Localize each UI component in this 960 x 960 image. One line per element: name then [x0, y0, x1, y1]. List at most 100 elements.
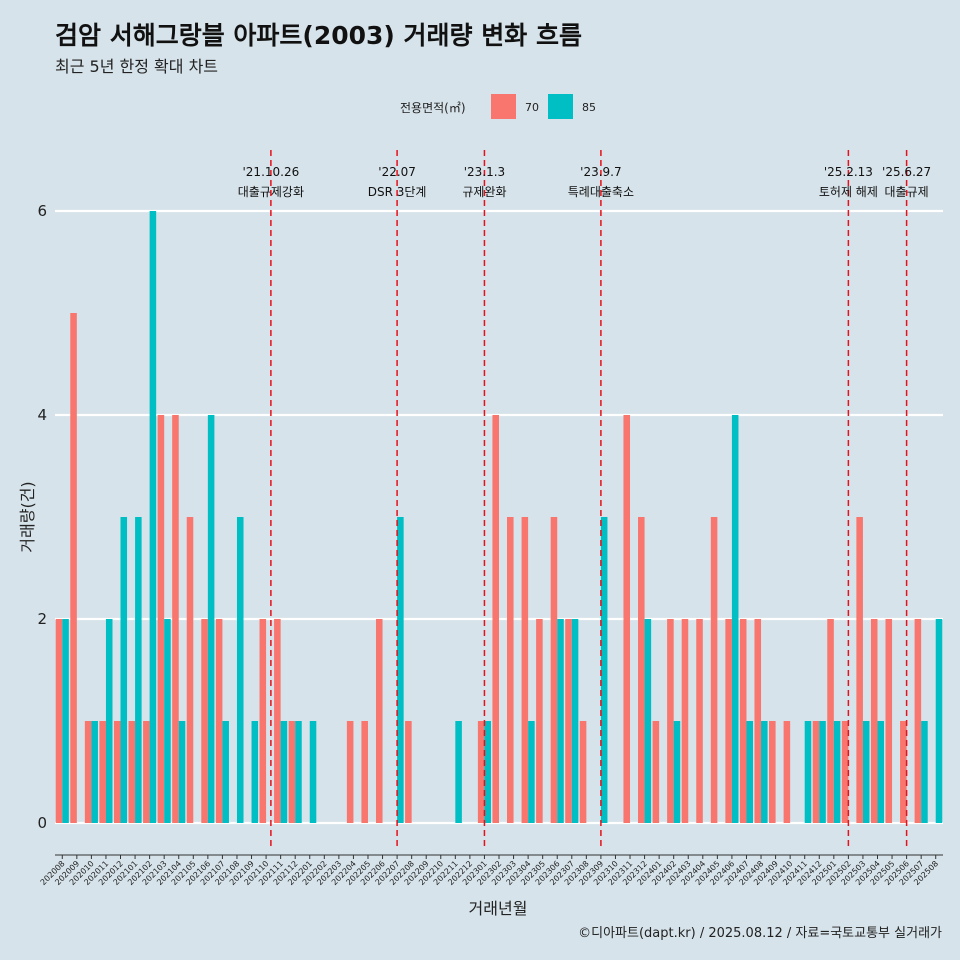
event-date-3: '23.9.7	[580, 165, 621, 179]
bar-70-202105	[186, 517, 194, 823]
bar-70-202208	[405, 721, 412, 823]
y-axis-ticks: 0 2 4 6	[37, 202, 47, 832]
y-axis-title: 거래량(건)	[18, 481, 37, 552]
bar-85-202010	[91, 721, 98, 823]
bar-85-202207	[397, 517, 404, 823]
bar-70-202503	[856, 517, 863, 823]
event-label-5: 대출규제	[885, 185, 929, 199]
bar-70-202102	[143, 721, 150, 823]
event-label-4: 토허제 해제	[819, 185, 878, 199]
bar-70-202308	[579, 721, 587, 823]
bar-70-202111	[274, 619, 281, 823]
bar-70-202012	[113, 721, 121, 823]
bar-85-202201	[309, 721, 317, 823]
source-caption: ©디아파트(dapt.kr) / 2025.08.12 / 자료=국토교통부 실…	[578, 926, 942, 941]
bar-85-202306	[557, 619, 564, 823]
bar-70-202506	[900, 721, 907, 823]
bar-70-202009	[70, 313, 77, 823]
chart-title: 검암 서해그랑블 아파트(2003) 거래량 변화 흐름	[55, 21, 582, 50]
bar-70-202112	[288, 721, 296, 823]
bar-70-202302	[492, 415, 499, 823]
bar-85-202504	[877, 721, 885, 823]
bar-70-202404	[696, 619, 703, 823]
x-axis-title: 거래년월	[469, 899, 528, 918]
event-date-2: '23.1.3	[464, 165, 505, 179]
bar-85-202508	[935, 619, 943, 823]
bar-70-202206	[375, 619, 383, 823]
bar-70-202412	[812, 721, 820, 823]
bar-70-202409	[769, 721, 776, 823]
legend-title: 전용면적(㎡)	[400, 101, 466, 115]
bar-85-202104	[178, 721, 186, 823]
x-axis: 2020082020092020102020112020122021012021…	[39, 854, 943, 887]
bar-70-202505	[885, 619, 893, 823]
bar-70-202502	[841, 721, 849, 823]
bar-85-202111	[280, 721, 288, 823]
bar-85-202106	[207, 415, 215, 823]
y-tick-label-6: 6	[37, 202, 47, 220]
bar-85-202402	[673, 721, 681, 823]
y-tick-label-0: 0	[37, 814, 47, 832]
legend-label-85: 85	[582, 101, 596, 114]
bar-85-202211	[455, 721, 462, 823]
bar-85-202011	[105, 619, 113, 823]
bar-85-202411	[804, 721, 812, 823]
event-date-0: '21.10.26	[243, 165, 300, 179]
bar-85-202309	[600, 517, 608, 823]
bar-85-202307	[571, 619, 579, 823]
bar-85-202103	[164, 619, 171, 823]
bar-70-202306	[550, 517, 558, 823]
legend-label-70: 70	[525, 101, 539, 114]
bar-70-202103	[157, 415, 165, 823]
bar-70-202008	[55, 619, 63, 823]
event-date-4: '25.2.13	[824, 165, 873, 179]
y-tick-label-4: 4	[37, 406, 47, 424]
bar-85-202503	[862, 721, 870, 823]
y-tick-label-2: 2	[37, 610, 47, 628]
bar-70-202011	[99, 721, 106, 823]
bar-70-202507	[914, 619, 922, 823]
bar-70-202301	[477, 721, 485, 823]
bar-70-202312	[638, 517, 645, 823]
bar-85-202102	[149, 211, 157, 823]
bar-70-202406	[725, 619, 732, 823]
bar-70-202408	[754, 619, 762, 823]
bar-85-202407	[746, 721, 754, 823]
event-annotations: '21.10.26 대출규제강화 '22.07 DSR 3단계 '23.1.3 규제완화 '…	[238, 165, 931, 199]
chart-subtitle: 최근 5년 한정 확대 차트	[55, 57, 219, 76]
bar-70-202110	[259, 619, 267, 823]
legend-key-85	[548, 94, 573, 119]
bar-70-202010	[84, 721, 92, 823]
bar-70-202410	[783, 721, 791, 823]
bar-70-202504	[870, 619, 878, 823]
bar-85-202301	[484, 721, 491, 823]
bar-70-202501	[827, 619, 834, 823]
legend: 전용면적(㎡) 70 85	[400, 94, 596, 119]
event-date-1: '22.07	[378, 165, 416, 179]
bar-70-202204	[346, 721, 354, 823]
bar-70-202311	[623, 415, 631, 823]
bar-85-202112	[295, 721, 302, 823]
event-label-0: 대출규제강화	[238, 185, 304, 199]
bar-70-202305	[536, 619, 543, 823]
bar-70-202303	[507, 517, 514, 823]
bar-70-202104	[172, 415, 179, 823]
bar-70-202307	[565, 619, 572, 823]
bar-85-202109	[251, 721, 259, 823]
bar-85-202412	[819, 721, 826, 823]
event-lines	[270, 150, 908, 850]
bar-70-202403	[681, 619, 689, 823]
bar-85-202107	[222, 721, 229, 823]
bar-85-202012	[120, 517, 128, 823]
bar-70-202402	[667, 619, 674, 823]
event-label-3: 특례대출축소	[568, 185, 634, 199]
bar-85-202501	[833, 721, 841, 823]
event-label-1: DSR 3단계	[368, 185, 427, 199]
event-date-5: '25.6.27	[882, 165, 931, 179]
bars	[55, 211, 943, 823]
bar-85-202304	[528, 721, 535, 823]
bar-85-202406	[731, 415, 739, 823]
bar-70-202205	[361, 721, 368, 823]
bar-70-202401	[652, 721, 660, 823]
bar-85-202408	[761, 721, 768, 823]
